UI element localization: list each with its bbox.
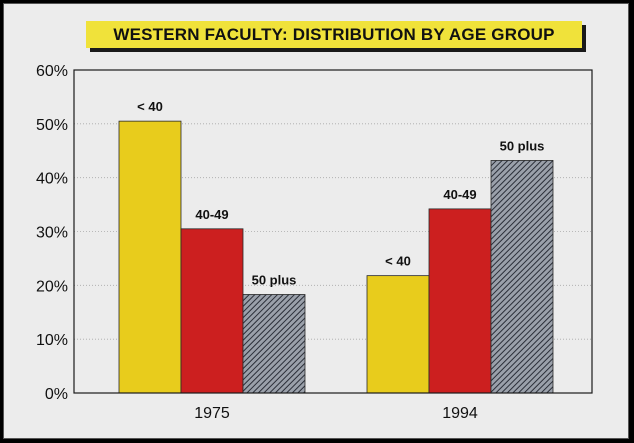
y-tick-label: 40%: [36, 171, 68, 188]
bar-1975-2: [242, 294, 306, 394]
y-tick-label: 0%: [45, 386, 68, 403]
plot-border: [73, 69, 593, 394]
bar-1975-1: [180, 228, 244, 394]
bar-layer: [118, 120, 554, 394]
data-label: < 40: [385, 254, 411, 269]
y-tick-label: 30%: [36, 225, 68, 242]
data-label: < 40: [137, 99, 163, 114]
axis-layer: 0% 10% 20% 30% 40% 50% 60% 1975 1994: [36, 63, 593, 422]
chart-title: WESTERN FACULTY: DISTRIBUTION BY AGE GRO…: [113, 24, 555, 44]
bar-1994-1: [428, 208, 492, 394]
grid-layer: [74, 123, 592, 340]
bar-1975-0: [118, 120, 182, 394]
x-category-label: 1975: [194, 405, 230, 422]
x-category-label: 1994: [442, 405, 478, 422]
y-tick-label: 50%: [36, 117, 68, 134]
bar-1994-2: [490, 160, 554, 394]
y-tick-label: 60%: [36, 63, 68, 80]
data-label: 40-49: [195, 207, 228, 222]
y-tick-label: 10%: [36, 332, 68, 349]
data-label: 50 plus: [500, 138, 545, 153]
data-label: 40-49: [443, 187, 476, 202]
label-layer: < 40 40-49 50 plus < 40 40-49 50 plus: [137, 99, 544, 287]
data-label: 50 plus: [252, 272, 297, 287]
y-tick-label: 20%: [36, 278, 68, 295]
bar-1994-0: [366, 275, 430, 394]
chart-title-box: WESTERN FACULTY: DISTRIBUTION BY AGE GRO…: [86, 21, 582, 48]
